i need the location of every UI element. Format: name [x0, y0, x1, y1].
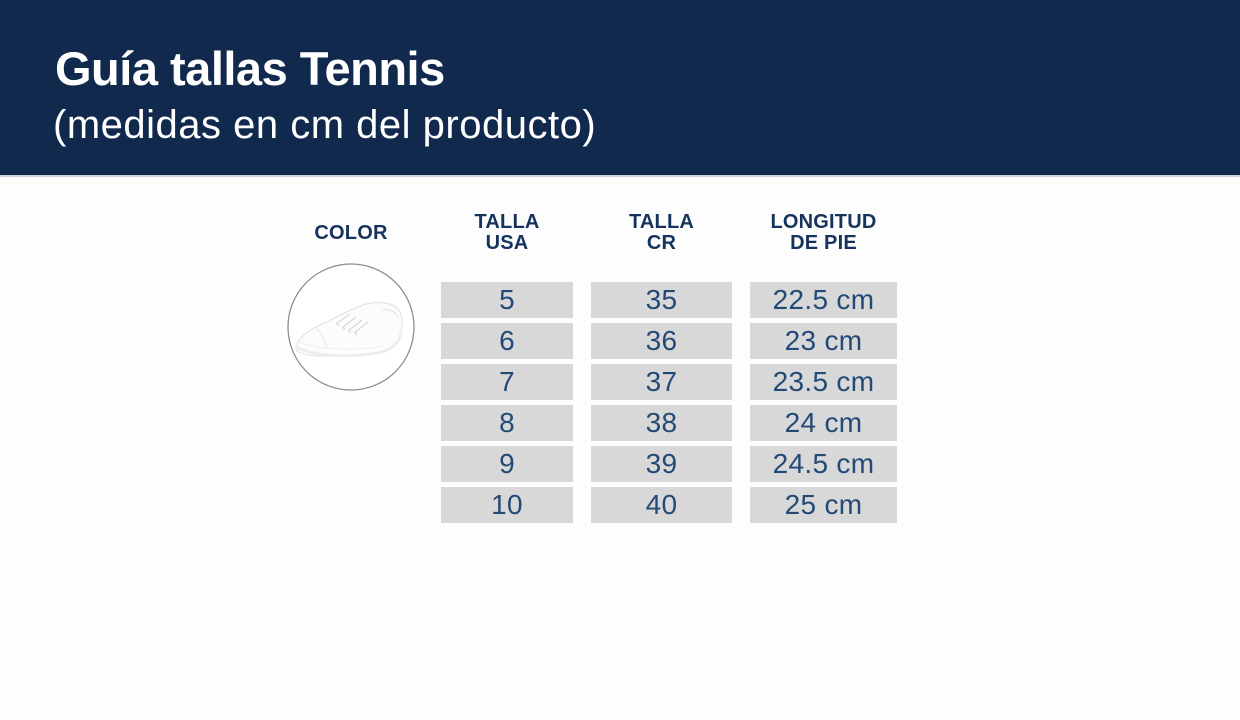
column-header-label: TALLA [474, 211, 540, 233]
cell-talla-usa: 8 [441, 405, 573, 441]
column-header-label: COLOR [314, 221, 388, 244]
column-header-longitud-de-pie: LONGITUD DE PIE [750, 210, 897, 256]
cell-talla-cr: 38 [591, 405, 732, 441]
cell-talla-cr: 39 [591, 446, 732, 482]
white-sneaker-icon [287, 263, 415, 391]
cell-talla-cr: 36 [591, 323, 732, 359]
column-talla-usa: 5 6 7 8 9 10 [441, 282, 573, 523]
page-subtitle: (medidas en cm del producto) [53, 103, 597, 147]
cell-longitud-de-pie: 24 cm [750, 405, 897, 441]
column-header-label: DE PIE [790, 232, 857, 254]
column-header-label: LONGITUD [770, 211, 877, 233]
column-header-label: CR [646, 232, 677, 254]
cell-talla-cr: 40 [591, 487, 732, 523]
column-header-color: COLOR [281, 210, 421, 256]
color-swatch-circle [286, 262, 416, 392]
cell-talla-usa: 10 [441, 487, 573, 523]
column-talla-cr: 35 36 37 38 39 40 [591, 282, 732, 523]
cell-talla-usa: 5 [441, 282, 573, 318]
cell-talla-usa: 6 [441, 323, 573, 359]
cell-longitud-de-pie: 23 cm [750, 323, 897, 359]
cell-longitud-de-pie: 24.5 cm [750, 446, 897, 482]
cell-longitud-de-pie: 23.5 cm [750, 364, 897, 400]
cell-talla-usa: 9 [441, 446, 573, 482]
cell-talla-cr: 35 [591, 282, 732, 318]
column-header-talla-cr: TALLA CR [591, 210, 732, 256]
column-header-label: USA [485, 232, 529, 254]
column-header-talla-usa: TALLA USA [441, 210, 573, 256]
page-title: Guía tallas Tennis [55, 42, 445, 95]
header-banner: Guía tallas Tennis (medidas en cm del pr… [0, 0, 1240, 177]
column-longitud-de-pie: 22.5 cm 23 cm 23.5 cm 24 cm 24.5 cm 25 c… [750, 282, 897, 523]
cell-talla-usa: 7 [441, 364, 573, 400]
cell-longitud-de-pie: 25 cm [750, 487, 897, 523]
cell-longitud-de-pie: 22.5 cm [750, 282, 897, 318]
cell-talla-cr: 37 [591, 364, 732, 400]
column-header-label: TALLA [628, 211, 695, 233]
